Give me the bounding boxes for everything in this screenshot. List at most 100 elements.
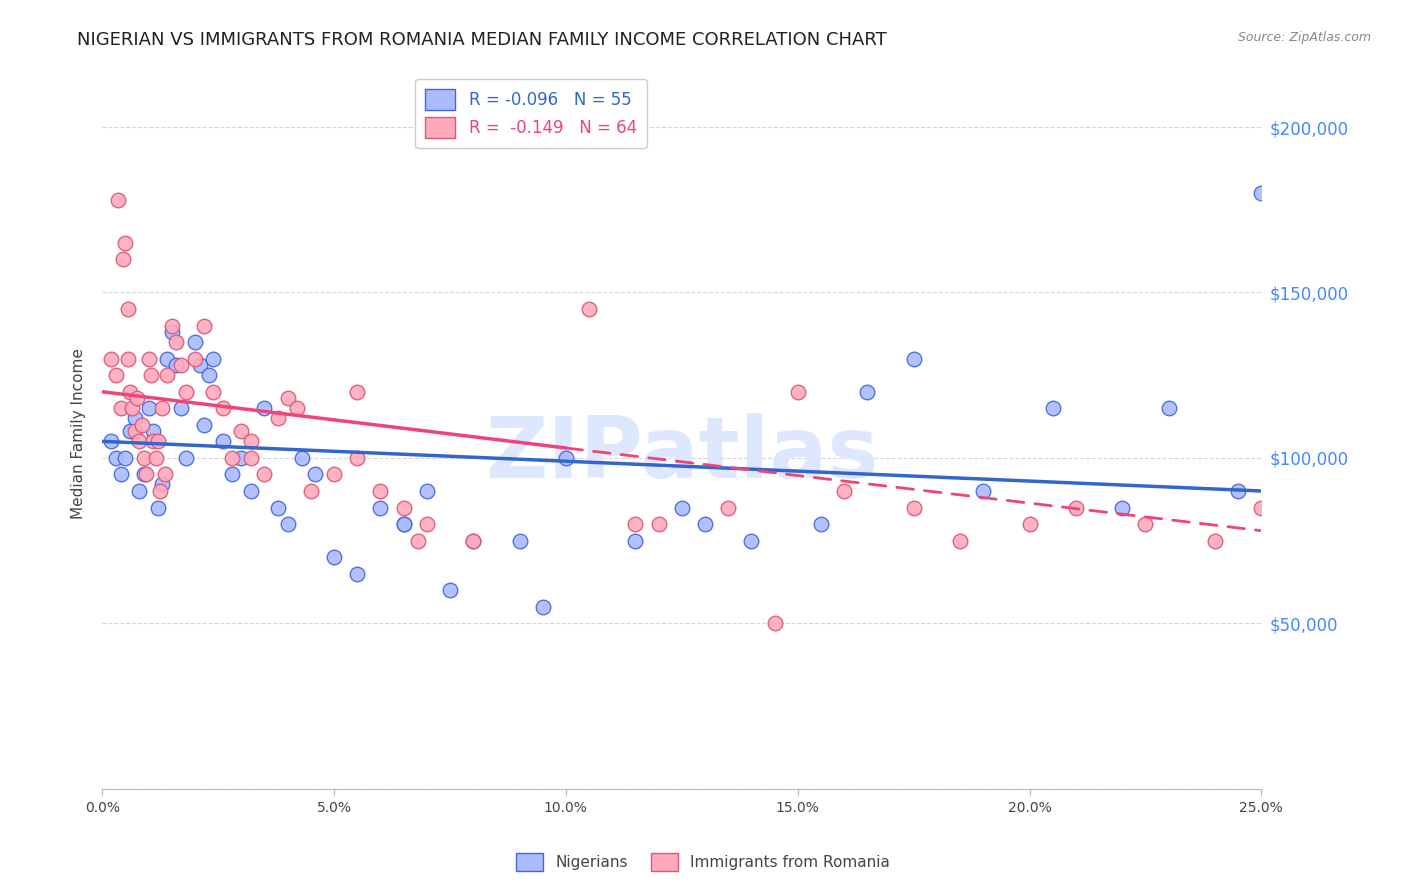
Point	[149, 483, 172, 498]
Point	[114, 235, 136, 250]
Point	[128, 483, 150, 498]
Point	[1204, 533, 1226, 548]
Point	[578, 301, 600, 316]
Point	[406, 533, 429, 548]
Point	[972, 483, 994, 498]
Point	[277, 392, 299, 406]
Point	[105, 450, 128, 465]
Text: ZIPatlas: ZIPatlas	[485, 413, 879, 496]
Point	[100, 434, 122, 449]
Point	[193, 417, 215, 432]
Point	[277, 517, 299, 532]
Point	[1250, 186, 1272, 201]
Point	[221, 467, 243, 482]
Point	[786, 384, 808, 399]
Y-axis label: Median Family Income: Median Family Income	[72, 348, 86, 518]
Point	[152, 477, 174, 491]
Legend: R = -0.096   N = 55, R =  -0.149   N = 64: R = -0.096 N = 55, R = -0.149 N = 64	[415, 78, 647, 148]
Point	[125, 392, 148, 406]
Point	[439, 583, 461, 598]
Point	[153, 467, 176, 482]
Point	[114, 450, 136, 465]
Point	[100, 351, 122, 366]
Point	[138, 401, 160, 416]
Point	[152, 401, 174, 416]
Point	[170, 359, 193, 373]
Point	[110, 401, 132, 416]
Point	[253, 467, 276, 482]
Point	[323, 550, 346, 565]
Point	[202, 384, 225, 399]
Point	[392, 517, 415, 532]
Point	[239, 434, 262, 449]
Point	[107, 193, 129, 207]
Point	[156, 368, 179, 383]
Point	[1018, 517, 1040, 532]
Point	[188, 359, 211, 373]
Point	[531, 599, 554, 614]
Point	[903, 351, 925, 366]
Point	[285, 401, 308, 416]
Point	[416, 517, 439, 532]
Point	[554, 450, 576, 465]
Point	[416, 483, 439, 498]
Point	[117, 351, 139, 366]
Point	[124, 425, 146, 439]
Point	[949, 533, 972, 548]
Point	[160, 325, 183, 339]
Point	[370, 483, 392, 498]
Point	[1111, 500, 1133, 515]
Point	[142, 425, 165, 439]
Point	[142, 434, 165, 449]
Text: NIGERIAN VS IMMIGRANTS FROM ROMANIA MEDIAN FAMILY INCOME CORRELATION CHART: NIGERIAN VS IMMIGRANTS FROM ROMANIA MEDI…	[77, 31, 887, 49]
Point	[124, 411, 146, 425]
Point	[624, 517, 647, 532]
Point	[132, 450, 155, 465]
Point	[346, 384, 368, 399]
Point	[112, 252, 135, 267]
Point	[184, 351, 207, 366]
Point	[117, 301, 139, 316]
Point	[810, 517, 832, 532]
Point	[903, 500, 925, 515]
Point	[693, 517, 716, 532]
Point	[647, 517, 669, 532]
Point	[463, 533, 485, 548]
Point	[198, 368, 221, 383]
Point	[184, 335, 207, 350]
Point	[239, 450, 262, 465]
Point	[463, 533, 485, 548]
Point	[139, 368, 162, 383]
Point	[1064, 500, 1087, 515]
Point	[156, 351, 179, 366]
Point	[105, 368, 128, 383]
Point	[763, 616, 786, 631]
Point	[290, 450, 312, 465]
Point	[202, 351, 225, 366]
Point	[370, 500, 392, 515]
Point	[231, 450, 253, 465]
Point	[392, 517, 415, 532]
Point	[253, 401, 276, 416]
Point	[110, 467, 132, 482]
Point	[160, 318, 183, 333]
Point	[304, 467, 326, 482]
Point	[1135, 517, 1157, 532]
Point	[146, 434, 169, 449]
Point	[118, 384, 141, 399]
Point	[508, 533, 530, 548]
Legend: Nigerians, Immigrants from Romania: Nigerians, Immigrants from Romania	[509, 847, 897, 877]
Text: Source: ZipAtlas.com: Source: ZipAtlas.com	[1237, 31, 1371, 45]
Point	[138, 351, 160, 366]
Point	[856, 384, 879, 399]
Point	[146, 500, 169, 515]
Point	[118, 425, 141, 439]
Point	[121, 401, 143, 416]
Point	[267, 411, 290, 425]
Point	[145, 450, 167, 465]
Point	[221, 450, 243, 465]
Point	[211, 434, 233, 449]
Point	[131, 417, 153, 432]
Point	[346, 566, 368, 581]
Point	[1157, 401, 1180, 416]
